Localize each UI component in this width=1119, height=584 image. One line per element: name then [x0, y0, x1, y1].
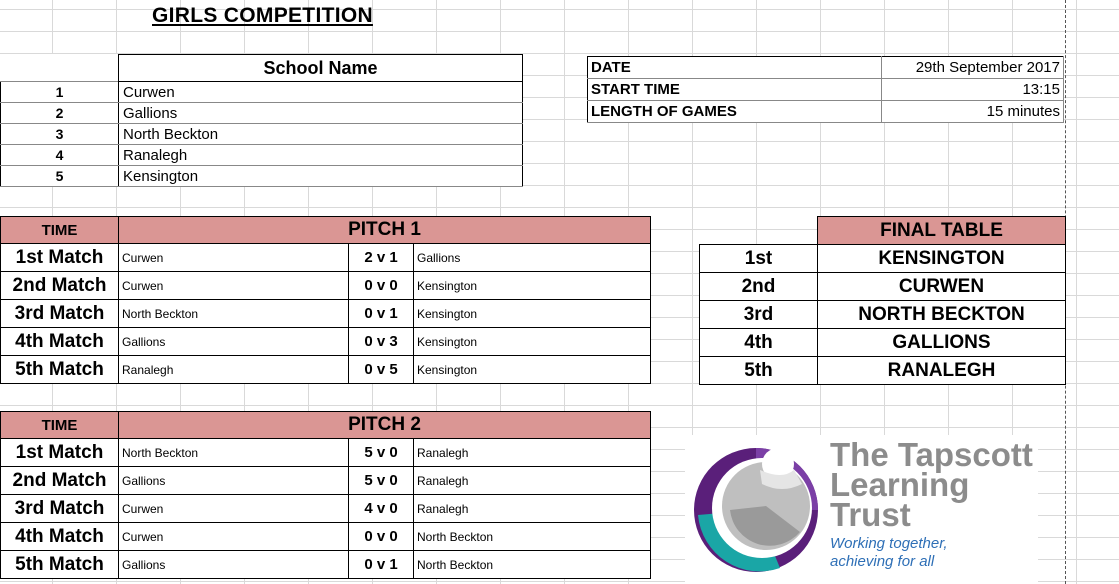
pitch-2-table: TIME PITCH 2 1st Match North Beckton 5 v…	[0, 411, 651, 579]
match-label[interactable]: 2nd Match	[0, 466, 119, 495]
final-position[interactable]: 3rd	[699, 300, 818, 329]
home-team[interactable]: Curwen	[118, 522, 349, 551]
start-time-value[interactable]: 13:15	[881, 78, 1064, 101]
final-position[interactable]: 5th	[699, 356, 818, 385]
home-team[interactable]: North Beckton	[118, 299, 349, 328]
logo-tagline-1: Working together,	[830, 535, 948, 552]
logo-line-2: Learning	[830, 466, 970, 503]
length-of-games-value[interactable]: 15 minutes	[881, 100, 1064, 123]
pitch-1-table: TIME PITCH 1 1st Match Curwen 2 v 1 Gall…	[0, 216, 651, 384]
match-score[interactable]: 0 v 0	[348, 271, 414, 300]
away-team[interactable]: Ranalegh	[413, 494, 651, 523]
school-num[interactable]: 5	[0, 165, 119, 187]
date-label[interactable]: DATE	[587, 56, 882, 79]
final-table-header[interactable]: FINAL TABLE	[817, 216, 1066, 245]
final-team[interactable]: RANALEGH	[817, 356, 1066, 385]
match-label[interactable]: 1st Match	[0, 438, 119, 467]
pitch-2-header[interactable]: PITCH 2	[118, 411, 651, 439]
match-label[interactable]: 4th Match	[0, 522, 119, 551]
final-table: FINAL TABLE 1st KENSINGTON 2nd CURWEN 3r…	[699, 216, 1066, 385]
away-team[interactable]: Kensington	[413, 271, 651, 300]
away-team[interactable]: North Beckton	[413, 522, 651, 551]
final-table-corner	[700, 217, 818, 245]
home-team[interactable]: Gallions	[118, 466, 349, 495]
time-header[interactable]: TIME	[0, 216, 119, 244]
match-label[interactable]: 1st Match	[0, 243, 119, 272]
away-team[interactable]: Kensington	[413, 299, 651, 328]
date-value[interactable]: 29th September 2017	[881, 56, 1064, 79]
match-label[interactable]: 3rd Match	[0, 299, 119, 328]
final-position[interactable]: 2nd	[699, 272, 818, 301]
match-score[interactable]: 5 v 0	[348, 438, 414, 467]
length-of-games-label[interactable]: LENGTH OF GAMES	[587, 100, 882, 123]
school-name-header[interactable]: School Name	[118, 54, 523, 82]
start-time-label[interactable]: START TIME	[587, 78, 882, 101]
school-list: School Name 1 Curwen 2 Gallions 3 North …	[0, 54, 523, 187]
page-title: GIRLS COMPETITION	[152, 4, 373, 27]
match-label[interactable]: 2nd Match	[0, 271, 119, 300]
school-num[interactable]: 2	[0, 102, 119, 124]
away-team[interactable]: Kensington	[413, 355, 651, 384]
match-label[interactable]: 3rd Match	[0, 494, 119, 523]
tapscott-logo-icon	[694, 448, 818, 572]
school-num-header	[1, 55, 119, 82]
home-team[interactable]: Curwen	[118, 271, 349, 300]
final-position[interactable]: 1st	[699, 244, 818, 273]
school-name[interactable]: Gallions	[118, 102, 523, 124]
logo-tagline-2: achieving for all	[830, 553, 935, 570]
pitch-1-header[interactable]: PITCH 1	[118, 216, 651, 244]
school-name[interactable]: Kensington	[118, 165, 523, 187]
logo-tagline: Working together, achieving for all	[830, 535, 948, 571]
match-label[interactable]: 5th Match	[0, 550, 119, 579]
away-team[interactable]: Gallions	[413, 243, 651, 272]
home-team[interactable]: Gallions	[118, 550, 349, 579]
page-break-line	[1065, 0, 1066, 584]
home-team[interactable]: Gallions	[118, 327, 349, 356]
home-team[interactable]: Curwen	[118, 494, 349, 523]
away-team[interactable]: Ranalegh	[413, 466, 651, 495]
match-score[interactable]: 0 v 3	[348, 327, 414, 356]
final-team[interactable]: NORTH BECKTON	[817, 300, 1066, 329]
event-info-table: DATE 29th September 2017 START TIME 13:1…	[587, 56, 1064, 123]
school-num[interactable]: 3	[0, 123, 119, 145]
final-position[interactable]: 4th	[699, 328, 818, 357]
away-team[interactable]: North Beckton	[413, 550, 651, 579]
away-team[interactable]: Kensington	[413, 327, 651, 356]
match-score[interactable]: 0 v 0	[348, 522, 414, 551]
logo-line-1: The Tapscott	[830, 436, 1033, 473]
home-team[interactable]: Curwen	[118, 243, 349, 272]
match-score[interactable]: 4 v 0	[348, 494, 414, 523]
school-num[interactable]: 4	[0, 144, 119, 166]
match-score[interactable]: 0 v 5	[348, 355, 414, 384]
school-name[interactable]: Curwen	[118, 81, 523, 103]
match-score[interactable]: 0 v 1	[348, 550, 414, 579]
tapscott-trust-logo[interactable]: The Tapscott Learning Trust Working toge…	[685, 435, 1038, 584]
logo-wordmark: The Tapscott Learning Trust	[830, 436, 1033, 533]
school-name[interactable]: North Beckton	[118, 123, 523, 145]
time-header[interactable]: TIME	[0, 411, 119, 439]
match-label[interactable]: 5th Match	[0, 355, 119, 384]
final-team[interactable]: KENSINGTON	[817, 244, 1066, 273]
home-team[interactable]: North Beckton	[118, 438, 349, 467]
match-label[interactable]: 4th Match	[0, 327, 119, 356]
school-name[interactable]: Ranalegh	[118, 144, 523, 166]
match-score[interactable]: 2 v 1	[348, 243, 414, 272]
final-team[interactable]: GALLIONS	[817, 328, 1066, 357]
school-num[interactable]: 1	[0, 81, 119, 103]
home-team[interactable]: Ranalegh	[118, 355, 349, 384]
away-team[interactable]: Ranalegh	[413, 438, 651, 467]
match-score[interactable]: 0 v 1	[348, 299, 414, 328]
match-score[interactable]: 5 v 0	[348, 466, 414, 495]
logo-line-3: Trust	[830, 496, 911, 533]
final-team[interactable]: CURWEN	[817, 272, 1066, 301]
